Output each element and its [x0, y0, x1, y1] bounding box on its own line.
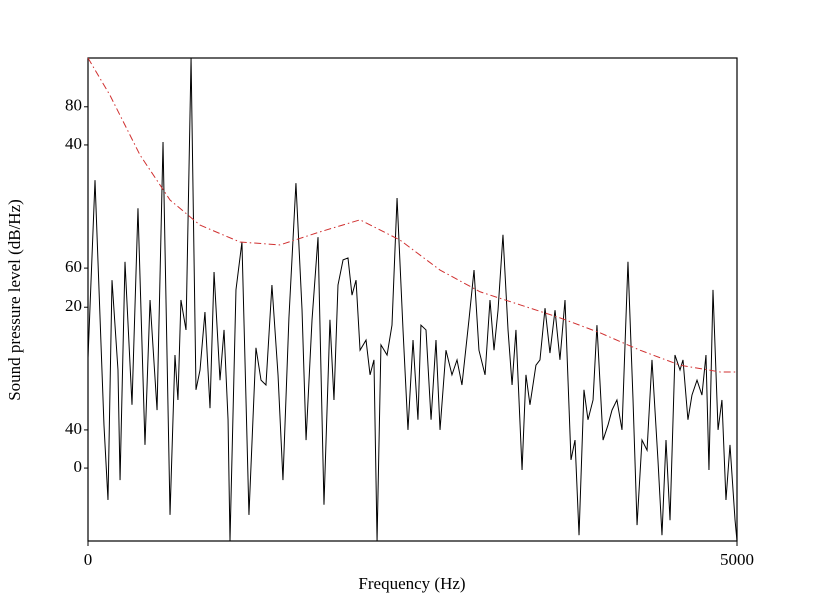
y-tick-label: 40	[65, 134, 82, 153]
y-axis-label: Sound pressure level (dB/Hz)	[5, 199, 24, 401]
y-tick-label: 40	[65, 419, 82, 438]
x-axis-label: Frequency (Hz)	[358, 574, 465, 593]
plot-frame	[87, 57, 738, 542]
y-tick-label: 80	[65, 96, 82, 115]
spectrum-line	[87, 57, 737, 373]
x-tick-label: 5000	[720, 550, 754, 569]
spectrum-line	[87, 57, 738, 542]
y-tick-label: 20	[65, 296, 82, 315]
y-tick-label: 60	[65, 257, 82, 276]
y-tick-label: 0	[74, 457, 83, 476]
x-tick-label: 0	[84, 550, 93, 569]
